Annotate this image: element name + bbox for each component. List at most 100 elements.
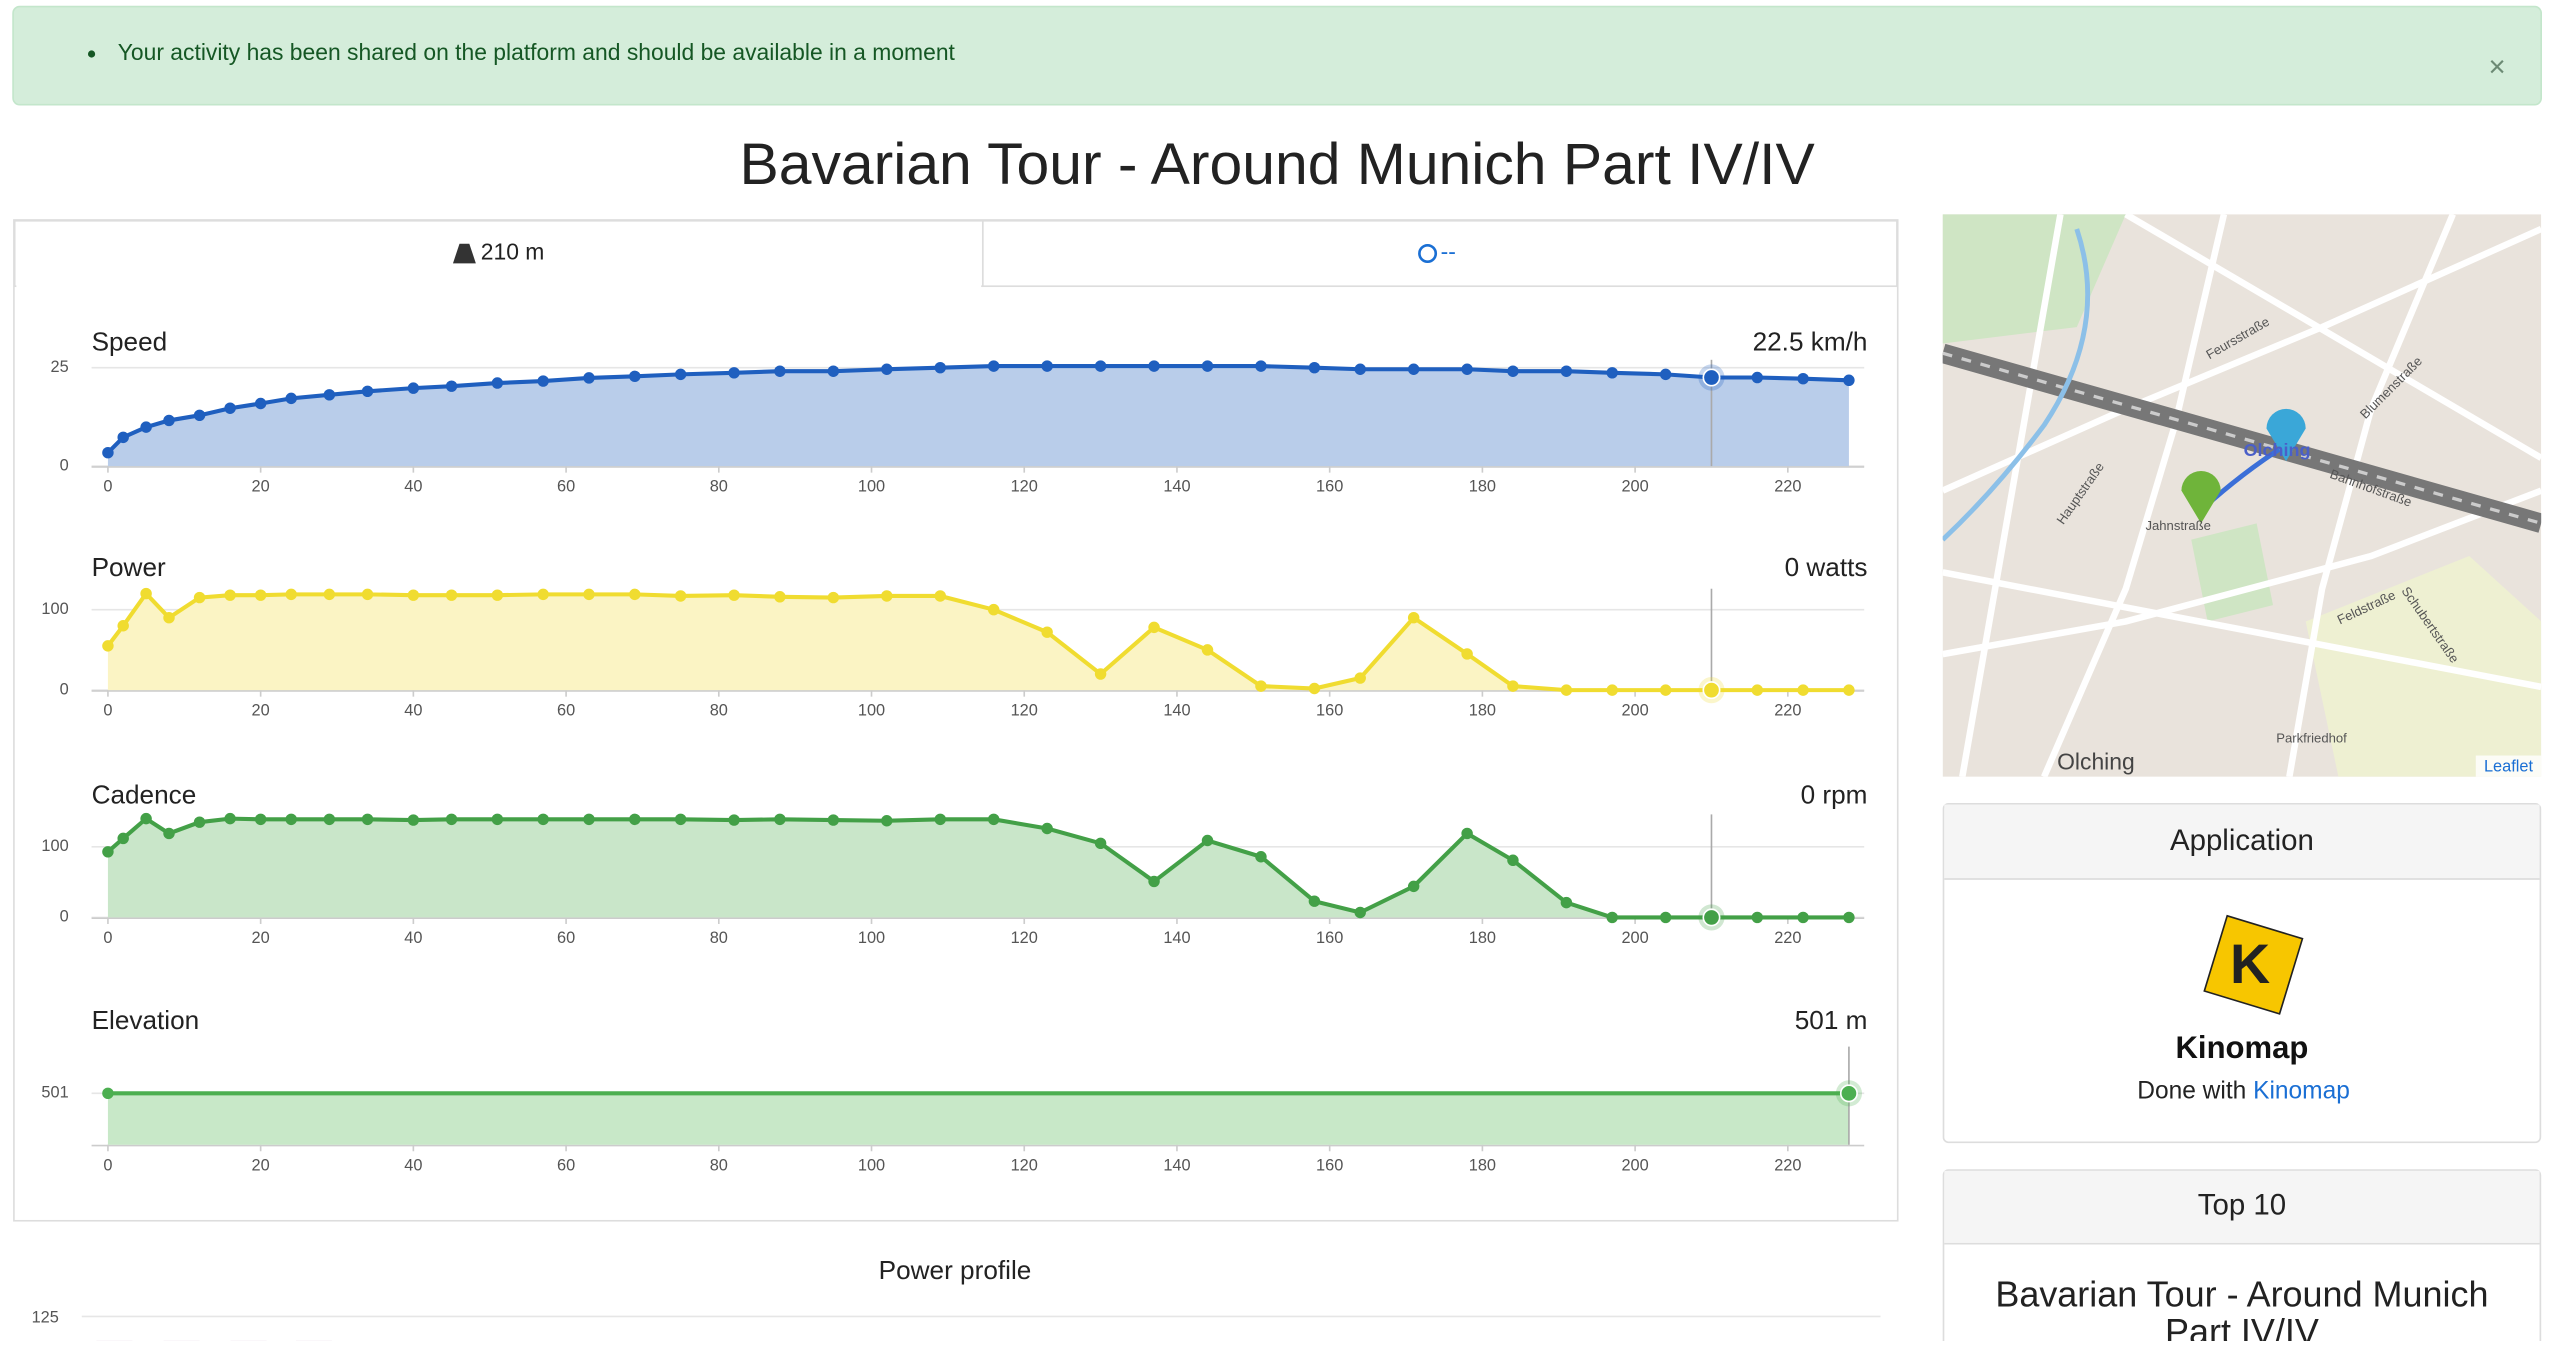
x-tick-label: 140 (1163, 478, 1190, 496)
point (1041, 626, 1052, 637)
point (1660, 912, 1671, 923)
x-tick-label: 0 (103, 478, 112, 496)
x-tick-label: 100 (858, 929, 885, 947)
y-tick-label: 25 (50, 358, 68, 376)
point (1255, 360, 1266, 371)
readout: 501 m (1795, 1005, 1868, 1035)
point (117, 833, 128, 844)
readout: 0 watts (1785, 552, 1868, 582)
x-tick-label: 200 (1621, 702, 1648, 720)
point (446, 380, 457, 391)
point (935, 590, 946, 601)
chart-title: Speed (92, 326, 168, 356)
point (1561, 897, 1572, 908)
point (881, 364, 892, 375)
map[interactable]: Olching Olching Feursstraße Hauptstraße … (1943, 214, 2542, 777)
point (537, 589, 548, 600)
point (1507, 855, 1518, 866)
y-tick-label: 501 (41, 1084, 68, 1102)
x-tick-label: 80 (710, 929, 728, 947)
point (1461, 364, 1472, 375)
point (774, 365, 785, 376)
x-tick-label: 120 (1011, 478, 1038, 496)
map-label: Olching (2244, 440, 2311, 460)
x-tick-label: 160 (1316, 702, 1343, 720)
point (1843, 375, 1854, 386)
point (828, 814, 839, 825)
tab-label[interactable]: -- (1441, 239, 1456, 265)
point (194, 816, 205, 827)
point (102, 1088, 113, 1099)
hover-point (1703, 909, 1719, 925)
point (629, 371, 640, 382)
x-tick-label: 100 (858, 478, 885, 496)
alert-close[interactable]: × (2488, 51, 2505, 84)
point (728, 589, 739, 600)
tab-joint (16, 285, 981, 290)
point (935, 362, 946, 373)
logo-k: K (2230, 933, 2270, 995)
readout: 22.5 km/h (1753, 326, 1868, 356)
point (1148, 876, 1159, 887)
hover-point (1841, 1085, 1857, 1101)
point (935, 814, 946, 825)
tab-label[interactable]: 210 m (481, 239, 545, 265)
x-tick-label: 180 (1469, 1156, 1496, 1174)
point (362, 814, 373, 825)
point (224, 402, 235, 413)
point (1354, 907, 1365, 918)
point (1606, 912, 1617, 923)
point (408, 382, 419, 393)
point (1309, 683, 1320, 694)
readout: 0 rpm (1801, 779, 1868, 809)
point (881, 815, 892, 826)
point (675, 369, 686, 380)
x-tick-label: 160 (1316, 1156, 1343, 1174)
point (1507, 680, 1518, 691)
point (1752, 372, 1763, 383)
point (224, 813, 235, 824)
point (1660, 684, 1671, 695)
point (255, 814, 266, 825)
x-tick-label: 220 (1774, 478, 1801, 496)
x-tick-label: 160 (1316, 929, 1343, 947)
x-tick-label: 100 (858, 1156, 885, 1174)
point (102, 640, 113, 651)
point (194, 592, 205, 603)
x-tick-label: 160 (1316, 478, 1343, 496)
point (1797, 912, 1808, 923)
point (537, 375, 548, 386)
x-tick-label: 140 (1163, 929, 1190, 947)
map-label: Parkfriedhof (2276, 731, 2347, 746)
point (1041, 360, 1052, 371)
point (362, 589, 373, 600)
point (537, 814, 548, 825)
link[interactable]: Kinomap (2253, 1078, 2350, 1105)
point (492, 377, 503, 388)
point (1561, 365, 1572, 376)
point (255, 398, 266, 409)
x-tick-label: 0 (103, 702, 112, 720)
point (408, 814, 419, 825)
x-tick-label: 0 (103, 929, 112, 947)
point (828, 592, 839, 603)
point (1797, 373, 1808, 384)
attribution[interactable]: Leaflet (2484, 757, 2534, 775)
x-tick-label: 120 (1011, 1156, 1038, 1174)
point (988, 360, 999, 371)
point (1561, 684, 1572, 695)
point (675, 590, 686, 601)
x-tick-label: 20 (252, 929, 270, 947)
x-tick-label: 200 (1621, 1156, 1648, 1174)
x-tick-label: 180 (1469, 478, 1496, 496)
x-tick-label: 200 (1621, 929, 1648, 947)
point (446, 589, 457, 600)
bullet (88, 50, 95, 57)
x-tick-label: 40 (404, 702, 422, 720)
point (1148, 622, 1159, 633)
chart-title: Elevation (92, 1005, 200, 1035)
x-tick-label: 120 (1011, 929, 1038, 947)
point (1797, 684, 1808, 695)
point (988, 814, 999, 825)
point (1660, 369, 1671, 380)
